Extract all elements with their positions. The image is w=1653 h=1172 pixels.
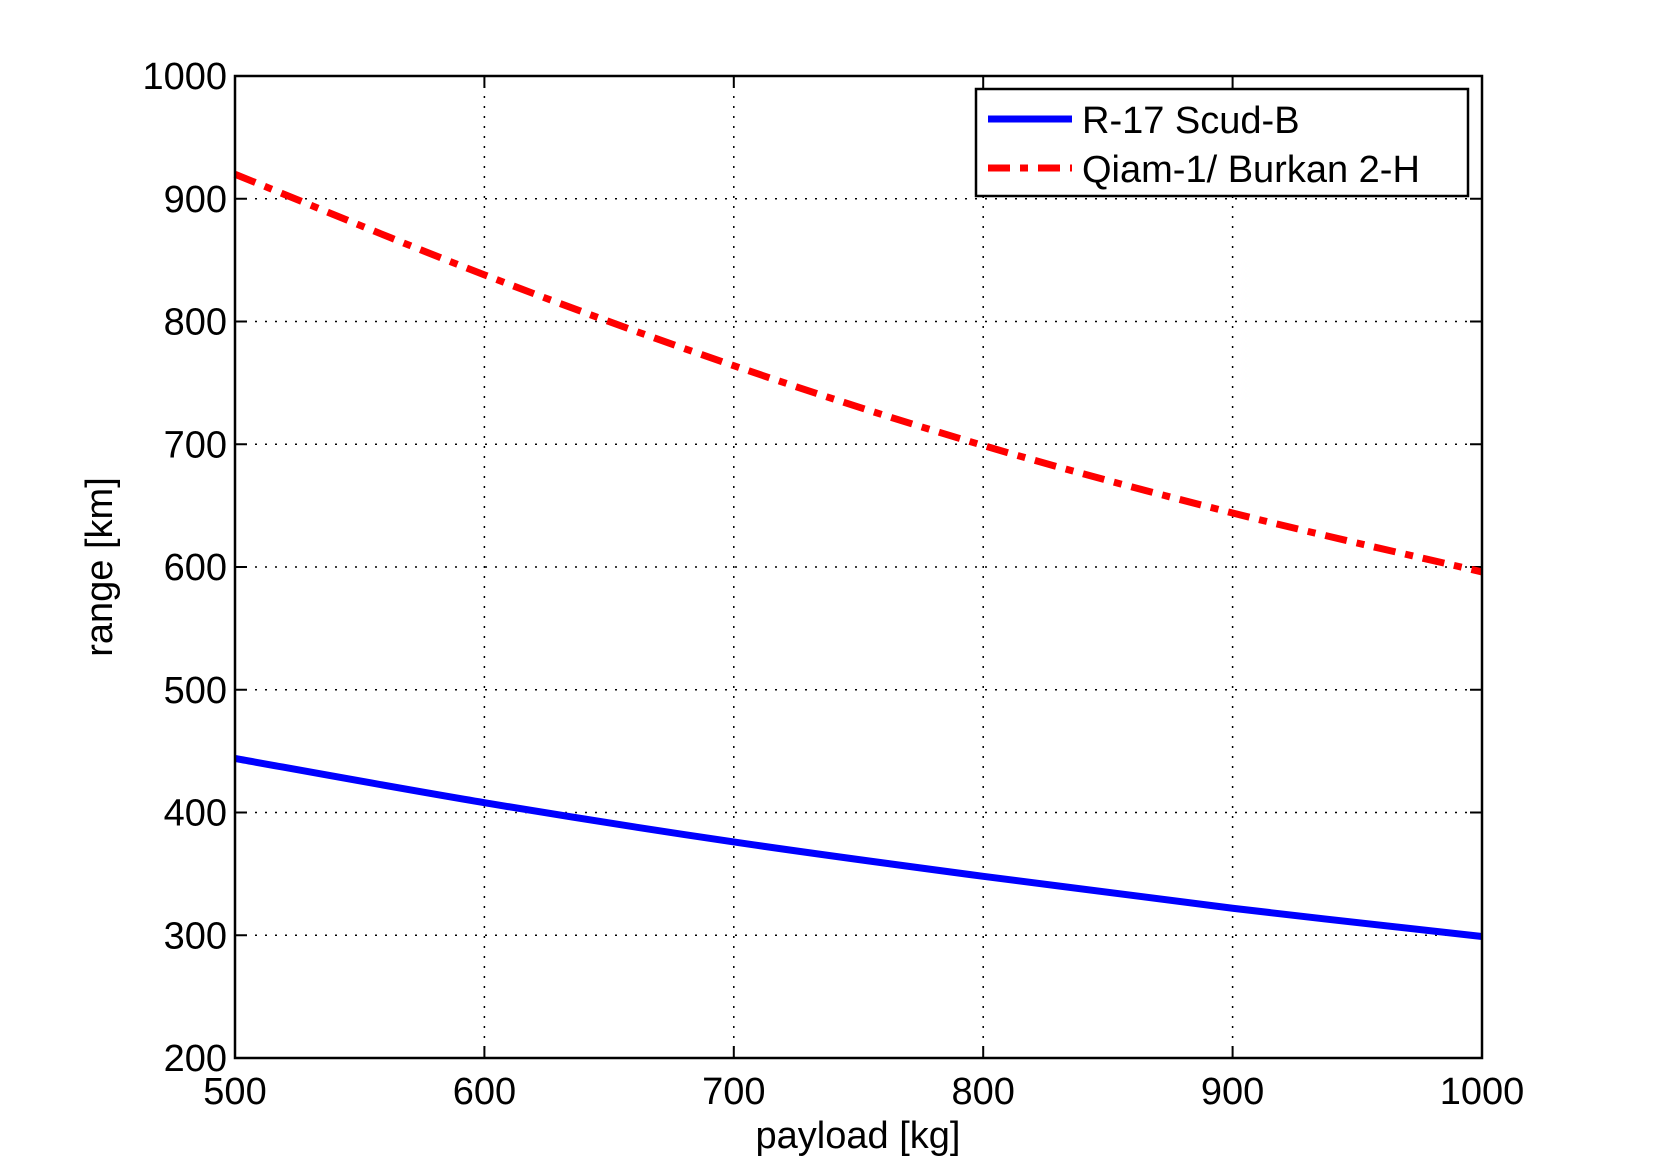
series-line-1 [235,174,1482,572]
x-tick-label: 800 [951,1071,1014,1113]
x-axis-label: payload [kg] [756,1115,961,1157]
series-line-0 [235,758,1482,936]
y-tick-label: 900 [164,179,227,221]
y-tick-label: 400 [164,793,227,835]
legend-label-scud: R-17 Scud-B [1082,100,1300,142]
grid [235,76,1482,1058]
legend: R-17 Scud-B Qiam-1/ Burkan 2-H [976,89,1468,196]
plot-frame [235,76,1482,1058]
x-tick-label: 1000 [1440,1071,1525,1113]
x-tick-label: 700 [702,1071,765,1113]
x-tick-label: 600 [453,1071,516,1113]
series-lines [235,174,1482,936]
y-tick-label: 700 [164,424,227,466]
y-tick-label: 800 [164,302,227,344]
y-tick-label: 500 [164,670,227,712]
y-axis-label: range [km] [79,477,121,657]
y-tick-label: 600 [164,547,227,589]
legend-label-qiam: Qiam-1/ Burkan 2-H [1082,149,1420,191]
y-tick-label: 1000 [142,56,227,98]
y-tick-label: 300 [164,915,227,957]
x-tick-label: 900 [1201,1071,1264,1113]
y-tick-label: 200 [164,1038,227,1080]
